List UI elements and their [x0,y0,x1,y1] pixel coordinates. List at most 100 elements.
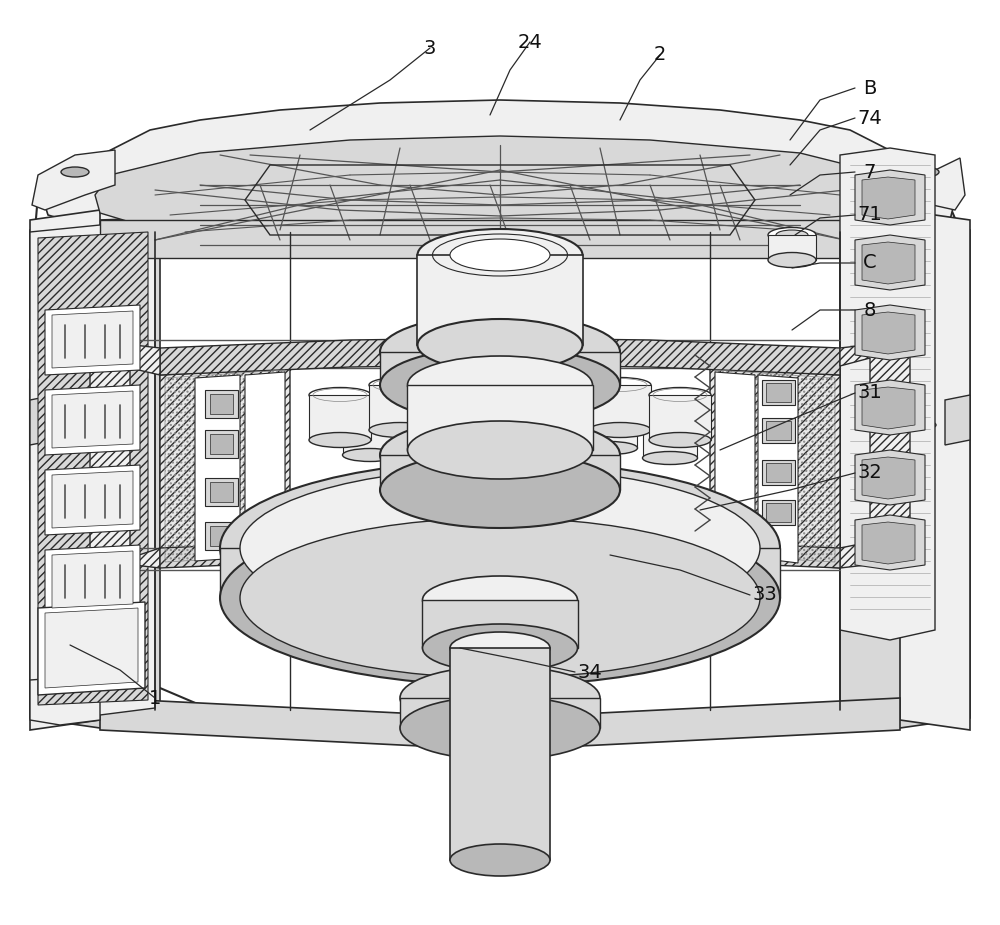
Polygon shape [100,698,900,750]
Ellipse shape [914,421,936,429]
Ellipse shape [413,398,468,411]
Ellipse shape [422,624,578,672]
Ellipse shape [420,530,580,580]
Text: 32: 32 [858,463,882,483]
Ellipse shape [768,253,816,267]
Polygon shape [583,408,637,448]
Polygon shape [38,232,148,705]
Polygon shape [429,380,491,425]
Ellipse shape [582,441,638,454]
Text: 34: 34 [578,662,602,682]
Polygon shape [469,378,531,423]
Text: C: C [863,253,877,273]
Polygon shape [210,394,233,414]
Polygon shape [855,380,925,435]
Polygon shape [309,395,371,440]
Ellipse shape [309,388,371,402]
Ellipse shape [235,471,765,639]
Polygon shape [643,418,697,458]
Polygon shape [710,368,840,568]
Ellipse shape [418,319,582,371]
Polygon shape [30,395,55,445]
Ellipse shape [309,433,371,448]
Ellipse shape [649,433,711,448]
Polygon shape [235,555,765,600]
Ellipse shape [400,696,600,760]
Ellipse shape [768,228,816,242]
Polygon shape [766,421,791,440]
Ellipse shape [220,461,780,635]
Polygon shape [30,675,100,725]
Polygon shape [205,430,238,458]
Ellipse shape [342,449,398,462]
Polygon shape [900,210,970,730]
Polygon shape [862,242,915,284]
Text: 31: 31 [858,384,882,402]
Ellipse shape [380,417,620,493]
Ellipse shape [64,421,86,429]
Polygon shape [589,385,651,430]
Ellipse shape [649,388,711,402]
Polygon shape [840,148,935,640]
Polygon shape [52,391,133,448]
Polygon shape [52,311,133,368]
Ellipse shape [503,397,558,410]
Polygon shape [45,465,140,535]
Ellipse shape [408,356,592,414]
Polygon shape [45,385,140,455]
Ellipse shape [911,167,939,177]
Polygon shape [855,515,925,570]
Ellipse shape [220,511,780,685]
Ellipse shape [413,438,468,450]
Ellipse shape [589,377,651,392]
Polygon shape [762,380,795,405]
Polygon shape [205,390,238,418]
Ellipse shape [469,415,531,430]
Polygon shape [862,522,915,564]
Polygon shape [90,340,160,568]
Polygon shape [855,170,925,225]
Polygon shape [715,372,755,561]
Polygon shape [380,455,620,490]
Polygon shape [160,338,840,375]
Polygon shape [762,460,795,485]
Polygon shape [160,538,840,568]
Polygon shape [766,503,791,522]
Ellipse shape [235,516,765,684]
Ellipse shape [529,373,591,388]
Ellipse shape [400,666,600,730]
Polygon shape [343,415,397,455]
Ellipse shape [369,377,431,392]
Polygon shape [900,158,965,210]
Polygon shape [766,463,791,482]
Text: 24: 24 [518,32,542,52]
Polygon shape [210,434,233,454]
Polygon shape [400,698,600,728]
Polygon shape [840,218,970,728]
Polygon shape [45,305,140,375]
Text: 3: 3 [424,39,436,57]
Ellipse shape [240,468,760,628]
Ellipse shape [240,518,760,678]
Polygon shape [855,235,925,290]
Ellipse shape [529,417,591,433]
Text: 71: 71 [858,205,882,225]
Polygon shape [413,404,467,444]
Polygon shape [417,255,583,345]
Text: 2: 2 [654,45,666,65]
Polygon shape [32,150,115,210]
Polygon shape [30,118,965,742]
Polygon shape [95,136,905,239]
Polygon shape [855,305,925,360]
Ellipse shape [642,412,698,425]
Text: B: B [863,79,877,97]
Ellipse shape [342,409,398,422]
Polygon shape [45,608,138,688]
Ellipse shape [61,167,89,177]
Ellipse shape [503,437,558,450]
Ellipse shape [582,401,638,414]
Polygon shape [205,478,238,506]
Polygon shape [762,418,795,443]
Text: 74: 74 [858,108,882,128]
Polygon shape [30,210,100,730]
